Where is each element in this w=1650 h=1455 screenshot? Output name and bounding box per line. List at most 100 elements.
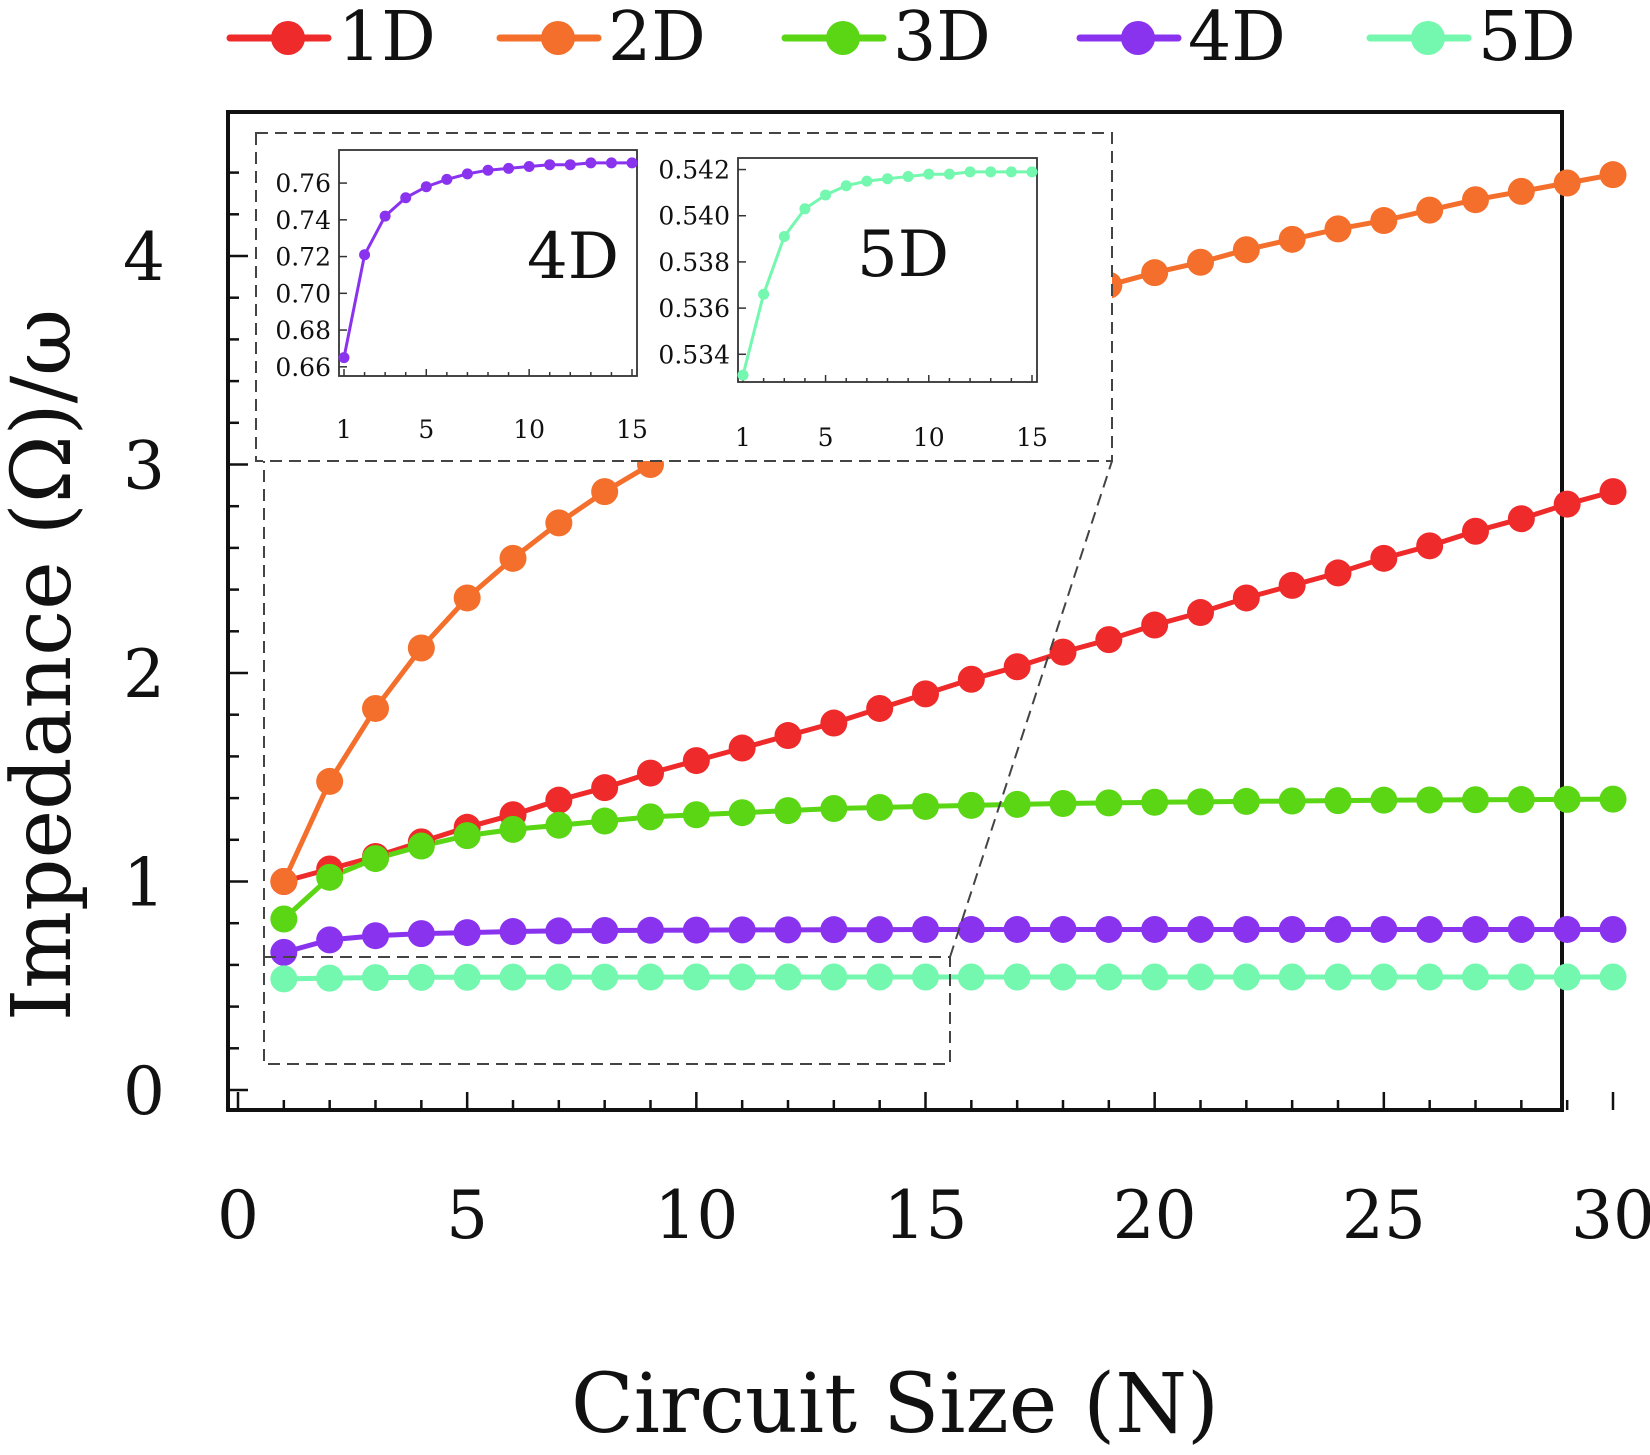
data-point-2D (453, 584, 481, 612)
data-point-1D (1095, 626, 1123, 654)
data-point-4D (1278, 915, 1306, 943)
inset-y-tick-label: 0.74 (275, 206, 331, 235)
inset-x-tick-label: 5 (418, 415, 434, 444)
data-point-3D (957, 791, 985, 819)
legend-marker-4D (1121, 21, 1155, 55)
y-tick-label: 1 (123, 845, 165, 922)
data-point-2D (407, 634, 435, 662)
data-point-2D (1599, 161, 1627, 189)
data-point-2D (591, 478, 619, 506)
data-point-5D (453, 963, 481, 991)
inset-data-point (441, 173, 453, 185)
data-point-4D (1095, 915, 1123, 943)
data-point-1D (637, 759, 664, 787)
data-point-5D (1003, 963, 1031, 991)
y-axis-label: Impedance (Ω)/ω (0, 309, 90, 1021)
data-point-5D (1278, 963, 1306, 991)
data-point-2D (1507, 177, 1535, 205)
data-point-2D (499, 544, 527, 572)
data-point-4D (453, 919, 481, 947)
data-point-2D (1278, 225, 1306, 253)
data-point-3D (912, 792, 939, 820)
data-point-2D (1187, 248, 1214, 276)
data-point-4D (1187, 915, 1214, 943)
legend-label-3D: 3D (893, 0, 991, 77)
data-point-2D (1141, 259, 1169, 287)
data-point-1D (1599, 478, 1627, 506)
data-point-2D (1416, 196, 1444, 224)
data-point-3D (1599, 785, 1627, 813)
inset-title: 5D (857, 218, 949, 292)
inset-y-tick-label: 0.66 (275, 353, 331, 382)
inset-data-point (840, 180, 852, 192)
data-point-3D (453, 822, 481, 850)
data-point-5D (682, 963, 710, 991)
inset-data-point (359, 249, 371, 261)
data-point-4D (1507, 915, 1535, 943)
data-point-4D (728, 916, 756, 944)
y-tick-label: 4 (123, 219, 165, 296)
data-point-1D (682, 747, 710, 775)
x-tick-label: 0 (217, 1177, 259, 1254)
data-point-5D (1141, 963, 1169, 991)
data-point-4D (682, 916, 710, 944)
inset-data-point (964, 166, 976, 178)
x-tick-label: 20 (1113, 1177, 1197, 1254)
data-point-1D (1049, 638, 1077, 666)
inset-y-tick-label: 0.538 (658, 248, 730, 277)
legend: 1D 2D 3D 4D 5D (226, 0, 1576, 77)
inset-data-point (605, 157, 617, 169)
data-point-1D (1278, 571, 1306, 599)
data-point-2D (270, 868, 298, 895)
inset-data-point (943, 168, 955, 180)
inset-data-point (1026, 166, 1038, 178)
data-point-1D (1553, 490, 1581, 518)
data-point-4D (591, 916, 619, 944)
x-tick-label: 15 (884, 1177, 968, 1254)
data-point-5D (1370, 963, 1398, 991)
series-line-4D (283, 927, 1613, 955)
data-point-3D (270, 905, 298, 933)
data-point-4D (270, 938, 298, 966)
data-point-4D (1003, 915, 1031, 943)
inset-x-tick-label: 10 (513, 415, 545, 444)
data-point-4D (1141, 915, 1169, 943)
data-point-5D (957, 963, 985, 991)
legend-label-1D: 1D (338, 0, 436, 77)
inset-data-point (626, 157, 638, 169)
data-point-1D (1462, 517, 1489, 545)
x-tick-label: 10 (654, 1177, 738, 1254)
data-point-2D (545, 509, 573, 537)
data-point-2D (1370, 207, 1398, 235)
data-point-3D (499, 815, 527, 843)
data-point-2D (1553, 169, 1581, 197)
inset-data-point (585, 157, 597, 169)
data-point-1D (1003, 653, 1031, 681)
x-tick-label: 30 (1571, 1177, 1650, 1254)
inset-frame (737, 157, 1038, 383)
inset-data-point (758, 288, 770, 300)
data-point-1D (866, 694, 894, 722)
inset-data-point (503, 162, 515, 174)
plot-frame (226, 110, 1564, 1112)
data-point-5D (912, 963, 939, 991)
data-point-3D (1324, 787, 1352, 815)
data-point-3D (820, 795, 848, 823)
data-point-4D (866, 916, 894, 944)
data-point-3D (1462, 786, 1489, 814)
data-point-3D (866, 793, 894, 821)
data-point-5D (1553, 963, 1581, 991)
data-point-4D (1462, 915, 1489, 943)
inset-data-point (400, 192, 412, 204)
data-point-4D (774, 916, 802, 944)
inset-x-tick-label: 5 (818, 423, 834, 452)
data-point-1D (591, 774, 619, 802)
data-point-4D (545, 917, 573, 945)
data-point-1D (1416, 532, 1444, 560)
data-point-3D (682, 801, 710, 829)
inset-x-tick-label: 10 (913, 423, 945, 452)
legend-label-2D: 2D (608, 0, 706, 77)
zoom-region-box (263, 956, 951, 1065)
